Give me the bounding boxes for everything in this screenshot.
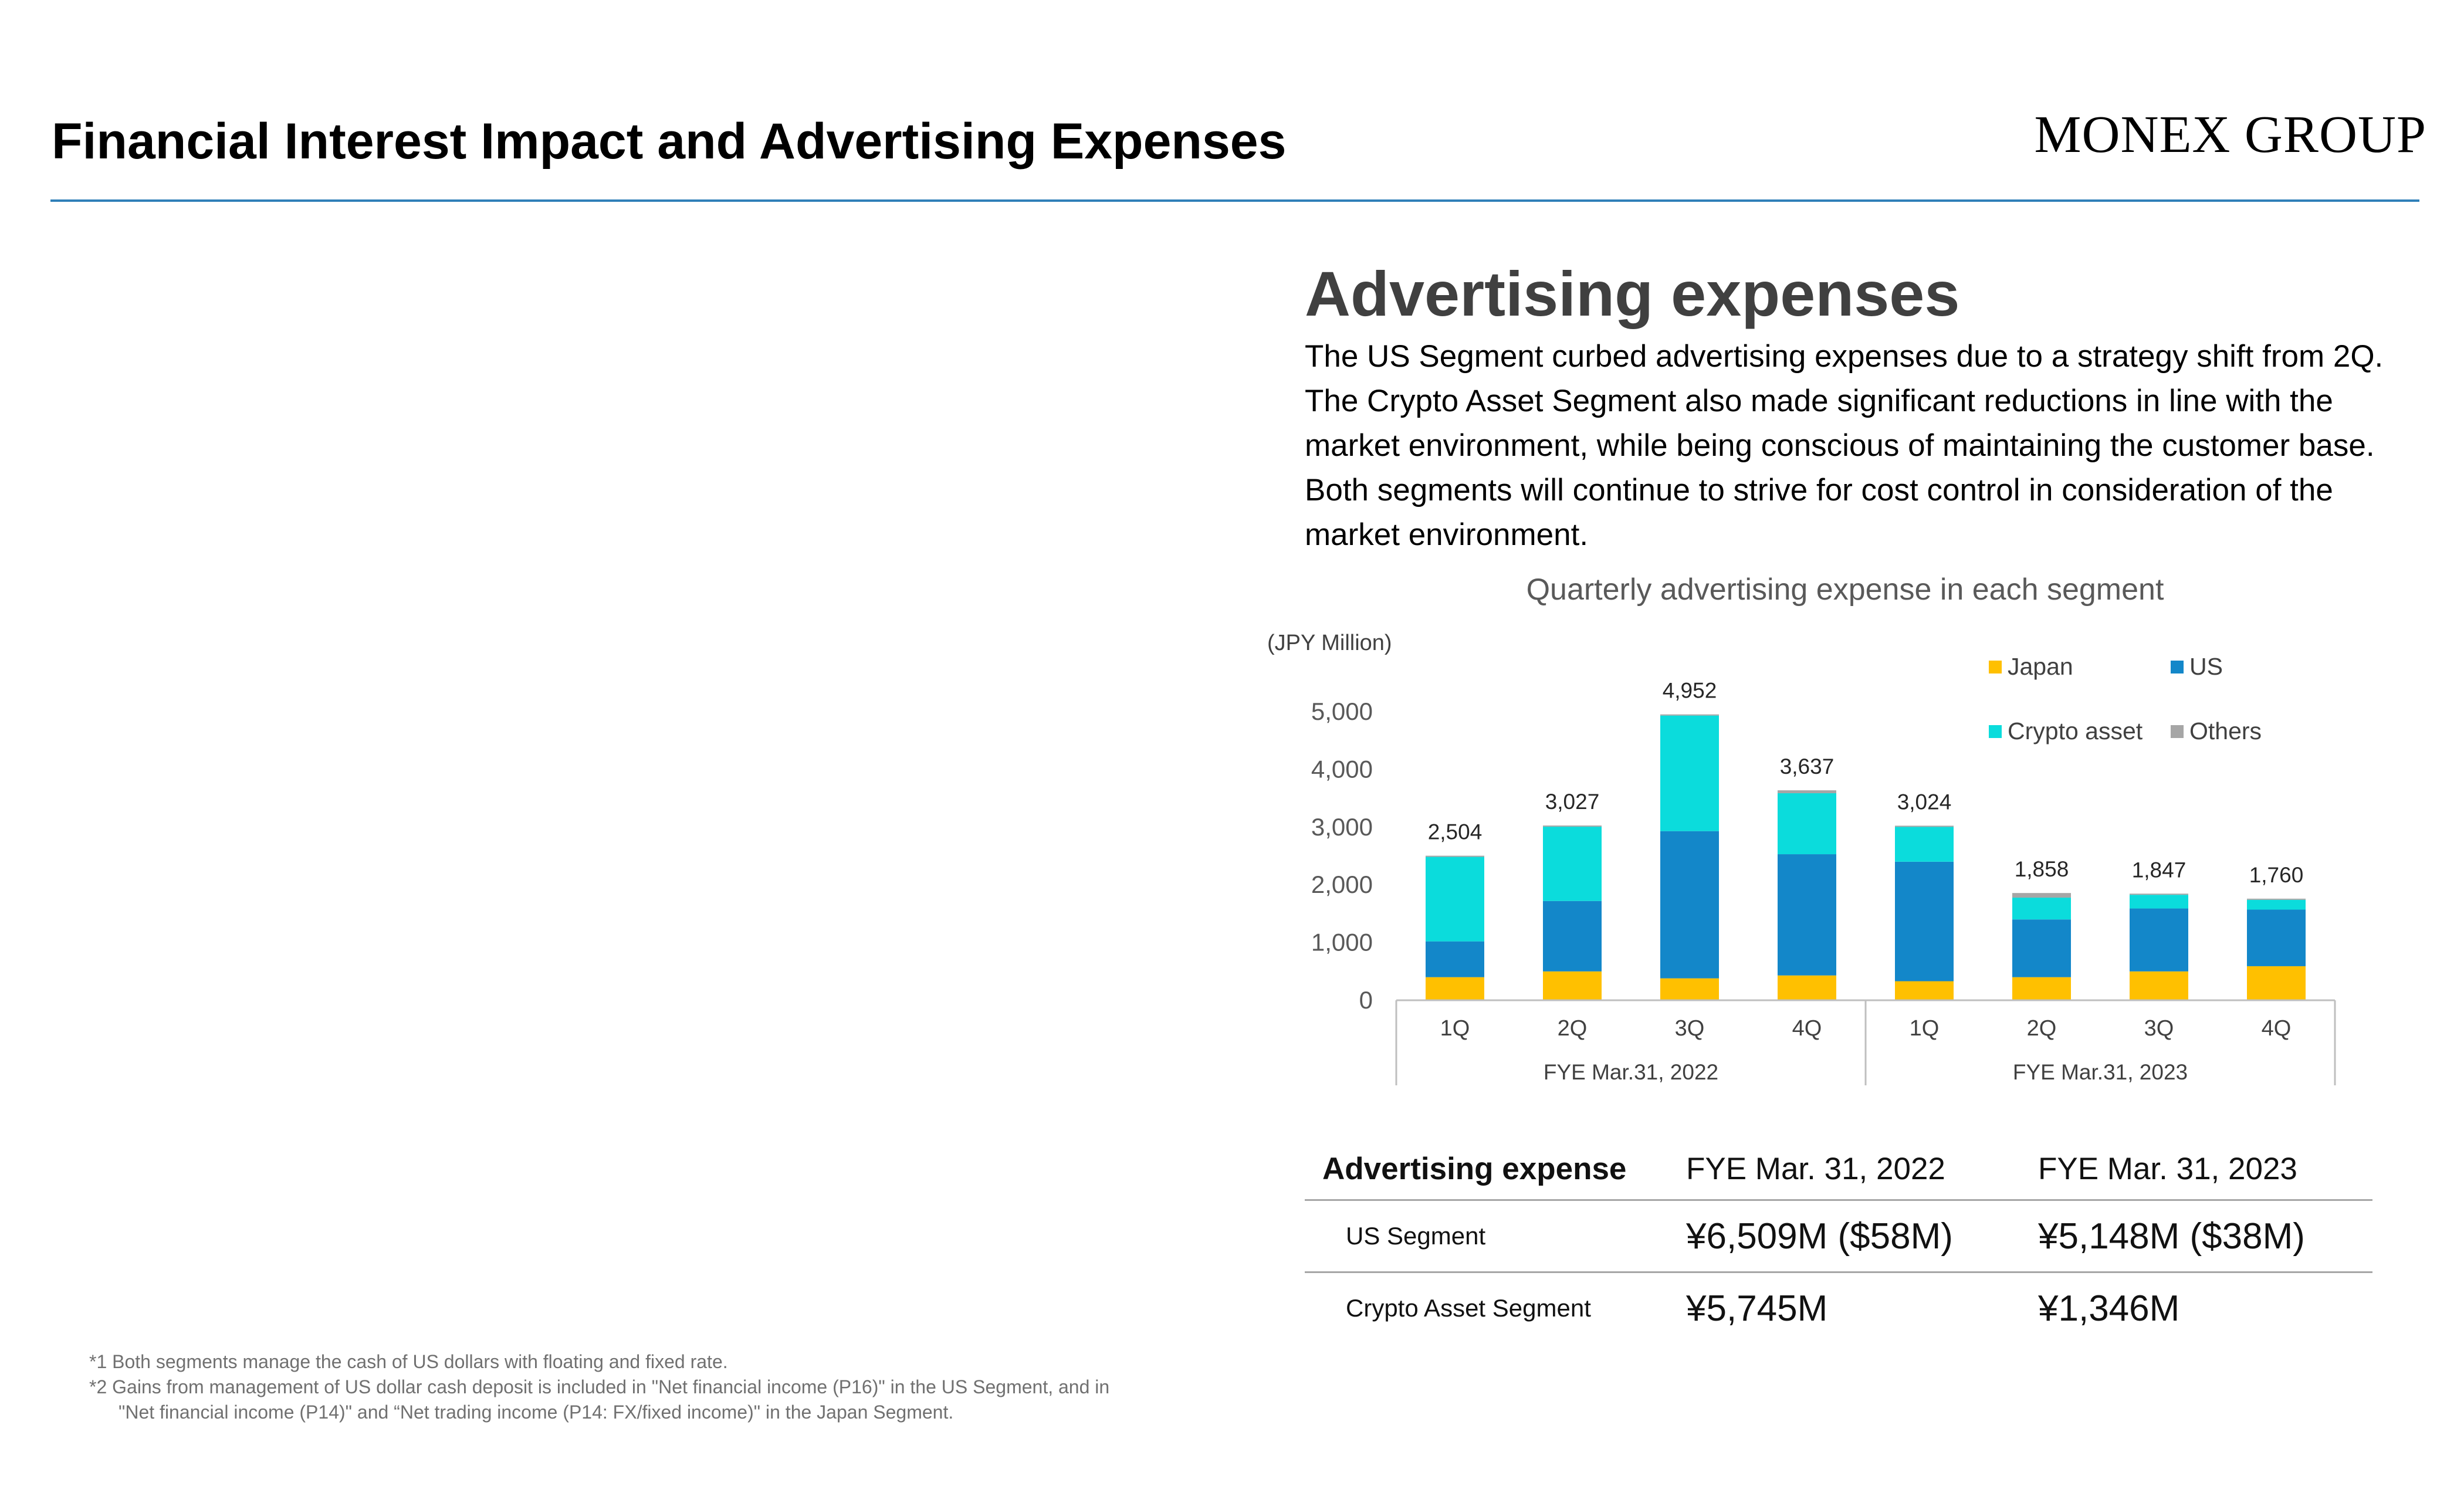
table-cell: ¥5,148M ($38M) — [2038, 1216, 2305, 1257]
x-group-label: FYE Mar.31, 2023 — [2013, 1060, 2188, 1084]
bar-total-label: 3,637 — [1780, 754, 1835, 779]
x-tick-label: 4Q — [1792, 1016, 1822, 1041]
chart-y-axis-label: (JPY Million) — [1267, 631, 1392, 655]
table-header-label: Advertising expense — [1322, 1151, 1627, 1186]
bar-segment-us — [1895, 861, 1954, 981]
legend-swatch-japan — [1989, 661, 2002, 673]
bar-segment-japan — [2247, 966, 2306, 1000]
bar-segment-japan — [1426, 977, 1484, 1000]
y-tick-label: 2,000 — [1311, 871, 1373, 898]
y-tick-label: 1,000 — [1311, 929, 1373, 956]
bar-total-label: 1,858 — [2015, 857, 2069, 881]
bar-segment-others — [2012, 893, 2071, 898]
bar-total-label: 4,952 — [1663, 679, 1717, 703]
y-tick-label: 4,000 — [1311, 755, 1373, 783]
bar-segment-crypto-asset — [2012, 898, 2071, 920]
bar-segment-crypto-asset — [1660, 715, 1719, 831]
bar-segment-us — [1426, 941, 1484, 977]
bar-segment-japan — [2130, 971, 2188, 1000]
legend-label: Crypto asset — [2008, 717, 2143, 744]
x-tick-label: 2Q — [1558, 1016, 1588, 1041]
bar-segment-others — [1778, 790, 1836, 794]
legend-swatch-crypto-asset — [1989, 725, 2002, 738]
bar-segment-others — [1895, 825, 1954, 827]
bar-segment-us — [1660, 831, 1719, 979]
table-header-fy2022: FYE Mar. 31, 2022 — [1686, 1151, 1945, 1186]
bar-segment-crypto-asset — [1778, 793, 1836, 855]
bar-segment-us — [2247, 909, 2306, 966]
table-cell: ¥5,745M — [1686, 1288, 1828, 1329]
table-row: US Segment ¥6,509M ($58M) ¥5,148M ($38M) — [1305, 1200, 2372, 1272]
x-tick-label: 4Q — [2262, 1016, 2292, 1041]
bar-segment-crypto-asset — [1543, 827, 1602, 901]
y-tick-label: 3,000 — [1311, 813, 1373, 841]
advertising-expense-chart: Quarterly advertising expense in each se… — [1267, 573, 2336, 1085]
x-tick-label: 1Q — [1440, 1016, 1470, 1041]
legend-swatch-others — [2171, 725, 2184, 738]
x-tick-label: 1Q — [1910, 1016, 1940, 1041]
legend-label: Japan — [2008, 653, 2073, 680]
bar-segment-others — [1543, 825, 1602, 827]
bar-segment-us — [1543, 901, 1602, 972]
monex-group-logo: MONEX GROUP — [2034, 106, 2426, 164]
footnote-1: *1 Both segments manage the cash of US d… — [89, 1351, 728, 1372]
bar-segment-japan — [1895, 981, 1954, 1000]
section-body-text: The US Segment curbed advertising expens… — [1305, 339, 2384, 552]
table-cell: ¥1,346M — [2038, 1288, 2180, 1329]
bar-segment-others — [1660, 714, 1719, 716]
table-header-fy2023: FYE Mar. 31, 2023 — [2038, 1151, 2297, 1186]
section-title: Advertising expenses — [1305, 258, 1960, 329]
chart-title: Quarterly advertising expense in each se… — [1527, 573, 2164, 607]
bar-segment-crypto-asset — [1426, 857, 1484, 942]
table-header-row: Advertising expense FYE Mar. 31, 2022 FY… — [1305, 1138, 2372, 1200]
legend-swatch-us — [2171, 661, 2184, 673]
bar-total-label: 2,504 — [1428, 820, 1483, 844]
table-row: Crypto Asset Segment ¥5,745M ¥1,346M — [1305, 1272, 2372, 1344]
footnote-2: *2 Gains from management of US dollar ca… — [89, 1376, 1110, 1397]
bar-total-label: 3,027 — [1545, 790, 1600, 814]
bar-segment-japan — [1660, 978, 1719, 1000]
x-tick-label: 3Q — [1675, 1016, 1705, 1041]
bar-segment-crypto-asset — [2247, 899, 2306, 910]
y-tick-label: 5,000 — [1311, 698, 1373, 725]
bar-total-label: 3,024 — [1897, 790, 1952, 814]
bar-segment-us — [1778, 854, 1836, 976]
footnote-2-continued: "Net financial income (P14)" and “Net tr… — [119, 1402, 954, 1423]
table-cell: ¥6,509M ($58M) — [1686, 1216, 1953, 1257]
bar-segment-japan — [1543, 971, 1602, 1000]
bar-segment-others — [2247, 898, 2306, 900]
header-divider — [50, 199, 2419, 202]
table-row-label: US Segment — [1346, 1222, 1486, 1250]
bar-segment-others — [2130, 893, 2188, 895]
advertising-expense-table: Advertising expense FYE Mar. 31, 2022 FY… — [1305, 1138, 2372, 1343]
bar-segment-others — [1426, 855, 1484, 857]
legend-label: Others — [2189, 717, 2262, 744]
page-title: Financial Interest Impact and Advertisin… — [52, 113, 1287, 170]
bar-segment-japan — [2012, 977, 2071, 1000]
x-tick-label: 2Q — [2027, 1016, 2057, 1041]
y-tick-label: 0 — [1359, 986, 1373, 1014]
bar-total-label: 1,847 — [2132, 858, 2187, 882]
table-row-label: Crypto Asset Segment — [1346, 1294, 1591, 1322]
bar-segment-crypto-asset — [1895, 827, 1954, 862]
x-group-label: FYE Mar.31, 2022 — [1544, 1060, 1718, 1084]
legend-label: US — [2189, 653, 2223, 680]
bar-segment-us — [2012, 919, 2071, 977]
bar-total-label: 1,760 — [2249, 863, 2304, 887]
x-tick-label: 3Q — [2144, 1016, 2174, 1041]
bar-segment-crypto-asset — [2130, 895, 2188, 909]
bar-segment-us — [2130, 908, 2188, 972]
bar-segment-japan — [1778, 975, 1836, 1000]
footnotes: *1 Both segments manage the cash of US d… — [89, 1349, 1109, 1425]
